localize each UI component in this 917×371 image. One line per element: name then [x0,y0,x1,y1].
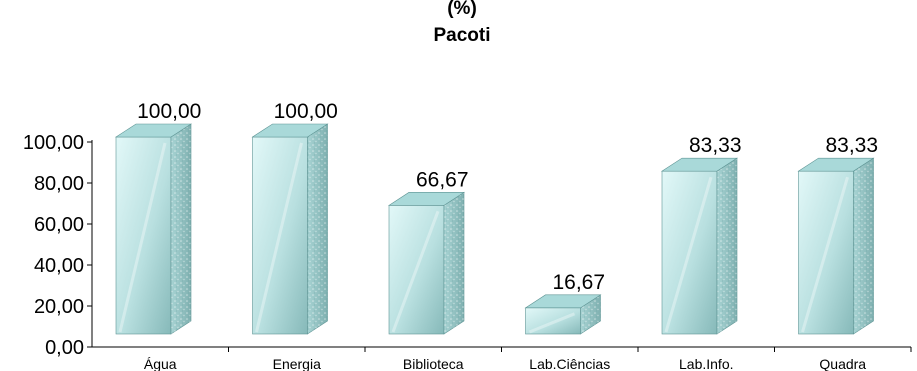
bar-highlight [118,142,167,333]
bar-highlight [391,210,440,333]
bar-top [524,294,602,309]
bar-top [660,157,739,172]
data-label: 16,67 [552,271,605,294]
bar-side-texture [444,192,464,334]
data-label: 83,33 [825,134,878,157]
bar-side-texture [171,124,191,334]
y-tick-label: 0,00 [45,337,84,359]
y-tick-label: 60,00 [34,214,84,236]
bar-top [387,192,466,206]
data-label: 83,33 [689,134,742,157]
bar-side-texture [717,158,737,334]
data-label: 100,00 [137,100,201,123]
bar [388,205,445,335]
bar-top [251,123,329,138]
bar [798,170,854,335]
bar-highlight [528,312,576,334]
y-tick-label: 100,00 [23,132,84,154]
y-tick-label: 80,00 [34,173,84,195]
x-tick-label: Quadra [819,356,866,371]
x-tick-label: Biblioteca [403,356,464,371]
chart-title-line2: Pacoti [433,25,490,46]
y-tick-label: 20,00 [34,296,84,318]
bar-side-texture [307,124,328,334]
y-tick-label: 40,00 [34,255,84,277]
bar-highlight [664,176,713,333]
bar-highlight [255,142,303,333]
x-tick-label: Lab.Ciências [529,356,610,371]
bar-side-texture [853,158,874,334]
bar-highlight [801,176,849,333]
bar [661,170,718,335]
chart-title-line1: (%) [447,0,477,19]
data-label: 66,67 [416,168,469,191]
data-label: 100,00 [274,100,338,123]
x-tick-label: Lab.Info. [679,356,734,371]
bar-top [114,123,193,138]
plot-area: 0,00 20,00 40,00 60,00 80,00 100,00 Água 100,00… [23,100,912,371]
bar-top [797,157,875,172]
x-tick-label: Energia [273,356,321,371]
x-tick-label: Água [144,356,177,371]
